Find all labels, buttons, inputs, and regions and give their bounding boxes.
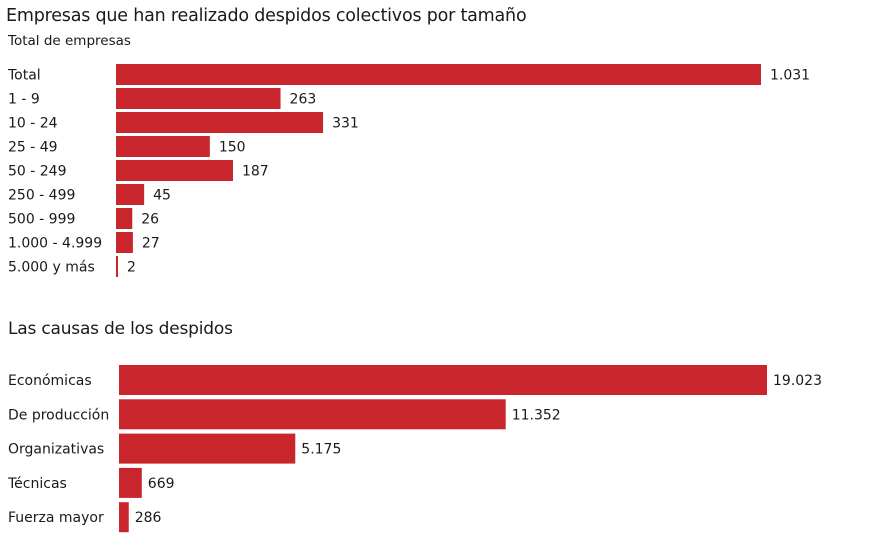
category-label: 1.000 - 4.999: [8, 236, 102, 252]
value-label: 2: [127, 260, 136, 276]
bar: [116, 208, 133, 229]
category-label: Técnicas: [7, 476, 67, 492]
bar: [116, 64, 761, 85]
bar: [116, 136, 210, 157]
bar: [119, 399, 506, 430]
category-label: Organizativas: [8, 442, 104, 458]
category-label: 1 - 9: [8, 92, 40, 108]
category-label: Fuerza mayor: [8, 510, 104, 526]
chart1-title: Empresas que han realizado despidos cole…: [6, 6, 527, 26]
bar: [119, 467, 142, 498]
value-label: 27: [142, 236, 160, 252]
category-label: 25 - 49: [8, 140, 58, 156]
value-label: 5.175: [301, 442, 341, 458]
chart1-subtitle: Total de empresas: [8, 33, 131, 49]
value-label: 669: [148, 476, 175, 492]
value-label: 19.023: [773, 373, 822, 389]
bar: [119, 433, 296, 464]
chart2-bars-group: Económicas 19.023 De producción 11.352 Organ…: [7, 365, 822, 533]
bar: [116, 160, 233, 181]
value-label: 1.031: [770, 68, 810, 84]
bar: [116, 232, 133, 253]
category-label: Total: [7, 68, 41, 84]
value-label: 331: [332, 116, 359, 132]
chart1-bars-group: Total 1.031 1 - 9 263 10 - 24 331 25 - 49 150 50…: [7, 64, 810, 277]
value-label: 286: [135, 510, 162, 526]
category-label: Económicas: [8, 373, 92, 389]
bar: [116, 184, 145, 205]
chart2-title: Las causas de los despidos: [8, 319, 233, 339]
bar: [116, 256, 118, 277]
value-label: 26: [141, 212, 159, 228]
category-label: 500 - 999: [8, 212, 75, 228]
bar: [119, 502, 129, 533]
value-label: 187: [242, 164, 269, 180]
category-label: 10 - 24: [8, 116, 58, 132]
category-label: 5.000 y más: [8, 260, 95, 276]
bar: [116, 112, 324, 133]
bar: [116, 88, 281, 109]
category-label: De producción: [8, 407, 109, 423]
category-label: 50 - 249: [8, 164, 67, 180]
category-label: 250 - 499: [8, 188, 75, 204]
value-label: 263: [290, 92, 317, 108]
value-label: 45: [153, 188, 171, 204]
bar: [119, 365, 767, 395]
value-label: 150: [219, 140, 246, 156]
value-label: 11.352: [512, 407, 561, 423]
